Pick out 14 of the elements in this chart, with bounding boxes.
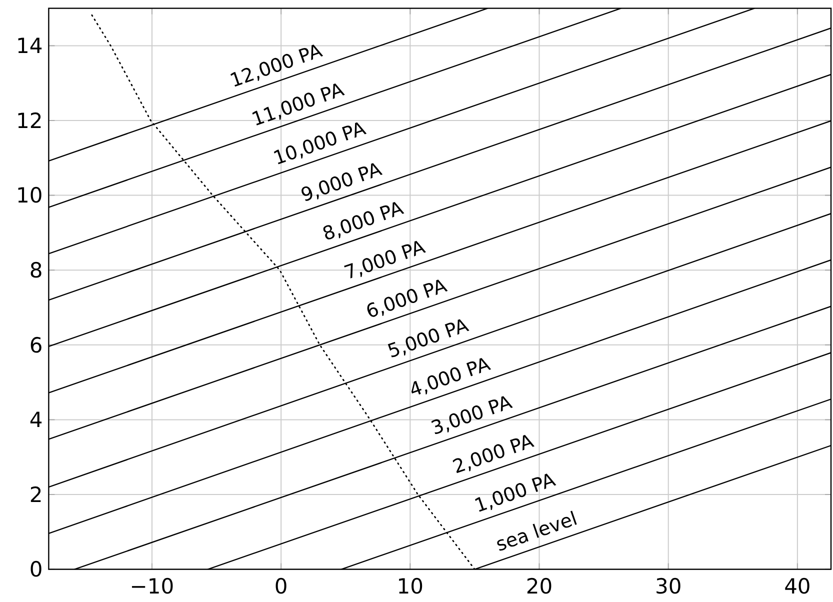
x-tick-label: −10 <box>130 574 174 598</box>
y-tick-label: 4 <box>29 408 43 432</box>
x-tick-label: 40 <box>784 574 811 598</box>
y-tick-label: 12 <box>16 108 43 133</box>
x-tick-label: 20 <box>526 574 553 598</box>
x-tick-label: 30 <box>654 574 682 598</box>
y-tick-label: 6 <box>29 333 43 358</box>
y-tick-label: 10 <box>16 184 43 208</box>
y-tick-label: 2 <box>29 482 43 507</box>
y-tick-label: 14 <box>16 34 43 58</box>
x-tick-label: 10 <box>396 574 424 598</box>
x-tick-label: 0 <box>274 574 288 598</box>
y-tick-label: 0 <box>29 558 43 582</box>
y-tick-label: 8 <box>29 258 43 282</box>
